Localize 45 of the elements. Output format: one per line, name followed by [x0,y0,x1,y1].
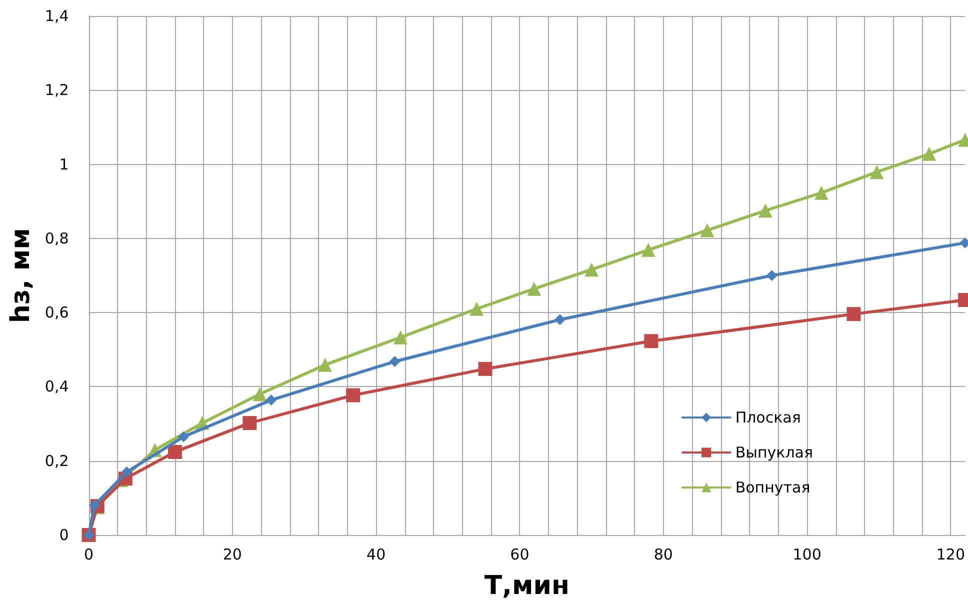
point [584,262,599,277]
y-tick-label: 0,6 [44,304,69,322]
x-tick-label: 80 [654,546,673,564]
y-tick-label: 0,4 [44,378,69,396]
x-tick-label: 100 [792,546,822,564]
x-tick-label: 40 [366,546,386,564]
point [89,500,100,511]
y-tick-label: 1,2 [44,81,69,100]
point [393,330,408,344]
point [389,356,400,368]
y-tick-label: 0 [59,526,69,544]
legend-label: Вопнутая [735,478,810,496]
y-tick-label: 0,2 [44,452,69,470]
y-tick-label: 1 [59,155,69,174]
point [346,388,360,402]
point [470,302,484,316]
point [700,223,714,238]
point [318,358,332,372]
y-axis-title: hз, мм [6,228,36,324]
point [527,282,542,296]
x-tick-label: 60 [510,546,530,564]
point [478,362,492,376]
point [168,444,182,459]
point [242,416,257,430]
y-tick-label: 0,8 [44,229,69,248]
point [641,242,656,257]
point [922,146,936,161]
x-tick-label: 120 [936,546,966,564]
point [846,307,861,322]
x-tick-label: 0 [84,546,94,564]
point [814,186,828,200]
legend-label: Плоская [735,408,801,426]
x-axis-title: Т,мин [484,571,570,601]
point [121,466,132,478]
x-tick-label: 20 [222,546,242,564]
legend-label: Выпуклая [735,444,814,462]
point [766,270,778,281]
point [266,394,277,406]
y-tick-label: 1,4 [44,7,69,25]
point [644,334,658,348]
point [252,387,267,402]
point [554,314,566,326]
point [870,165,884,180]
point [178,431,190,442]
point [758,204,772,218]
